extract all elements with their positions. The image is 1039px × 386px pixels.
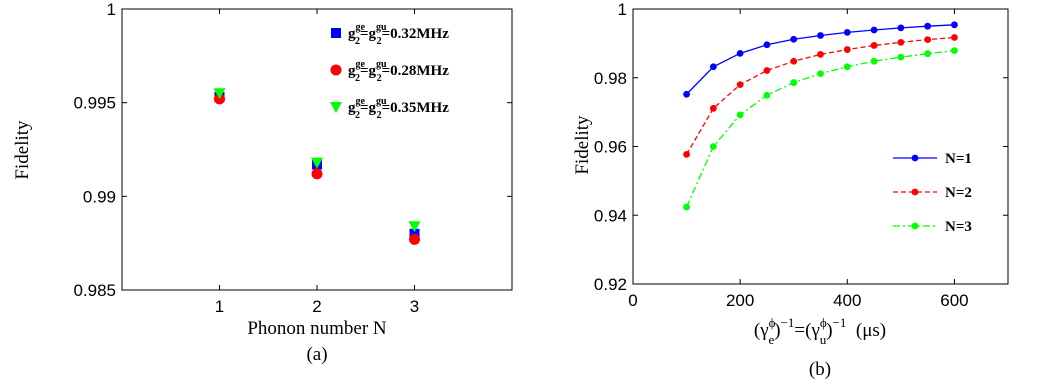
x-tick-label-a: 1 xyxy=(215,297,224,316)
data-point-b xyxy=(951,34,958,41)
data-point-b xyxy=(870,57,878,65)
data-point-b xyxy=(736,49,744,57)
data-point-b xyxy=(790,35,798,43)
x-tick-label-b: 400 xyxy=(833,291,861,310)
data-point-b xyxy=(709,104,717,112)
data-point-b xyxy=(951,47,958,54)
plot-frame-a xyxy=(121,8,513,291)
y-tick-label-a: 1 xyxy=(107,0,116,19)
x-tick-label-a: 3 xyxy=(410,297,419,316)
data-point-b xyxy=(683,203,690,211)
x-tick-label-b: 600 xyxy=(940,291,968,310)
caption-b: (b) xyxy=(809,359,831,380)
series-line-b xyxy=(686,36,955,155)
y-tick-label-b: 0.98 xyxy=(594,69,627,88)
data-point-a xyxy=(213,88,226,100)
legend-a: gge 2=ggu 2=0.32MHz gge 2=ggu 2=0.28MHz gge 2=g… xyxy=(330,22,449,121)
legend-label-b: N=3 xyxy=(945,219,972,235)
data-point-b xyxy=(897,24,905,32)
data-point-a xyxy=(409,228,420,239)
data-point-b xyxy=(817,50,824,58)
legend-label-a: gge 2=ggu 2=0.28MHz xyxy=(348,59,449,84)
data-point-b xyxy=(897,38,905,46)
data-point-b xyxy=(736,81,744,89)
data-point-b xyxy=(924,36,932,43)
data-point-b xyxy=(870,26,878,34)
data-point-b xyxy=(790,57,798,65)
legend-marker-a xyxy=(331,28,341,38)
legend-marker-b xyxy=(911,222,919,230)
data-point-a xyxy=(311,157,323,169)
data-point-b xyxy=(817,32,824,39)
y-axis-label-b: Fidelity xyxy=(572,115,593,175)
y-tick-label-b: 0.94 xyxy=(594,206,627,225)
y-tick-label-b: 1 xyxy=(618,0,627,19)
data-point-b xyxy=(924,50,932,58)
panel-b: 0 200 400 600 0.92 0.94 0.96 0.98 1 N=1 N=2 N=3 Fi… xyxy=(572,0,1009,380)
data-point-a xyxy=(409,233,420,245)
legend-label-b: N=1 xyxy=(945,151,972,167)
y-tick-label-b: 0.96 xyxy=(594,138,627,157)
y-axis-label-a: Fidelity xyxy=(12,120,33,180)
data-point-b xyxy=(763,41,771,49)
legend-marker-a xyxy=(330,64,342,76)
y-tick-label-b: 0.92 xyxy=(594,275,627,294)
data-point-b xyxy=(790,79,798,86)
legend-label-a: gge 2=ggu 2=0.32MHz xyxy=(348,22,449,47)
marks-a xyxy=(213,88,421,245)
marks-b xyxy=(683,21,958,211)
caption-a: (a) xyxy=(306,344,327,365)
data-point-b xyxy=(870,42,878,49)
data-point-b xyxy=(843,63,851,71)
data-point-a xyxy=(311,168,323,180)
data-point-b xyxy=(897,53,905,61)
axes-b: 0 200 400 600 0.92 0.94 0.96 0.98 1 xyxy=(594,0,1008,310)
data-point-b xyxy=(709,143,717,150)
axes-a: 1 2 3 0.985 0.99 0.995 1 xyxy=(73,0,512,316)
legend-label-b: N=2 xyxy=(945,185,972,201)
legend-marker-a xyxy=(330,102,342,113)
data-point-b xyxy=(763,91,771,99)
x-axis-label-b: (γϕ e)−1=(γϕ u)−1 (μs) xyxy=(754,315,886,347)
data-point-b xyxy=(736,111,744,119)
data-point-b xyxy=(924,22,932,30)
legend-label-a: gge 2=ggu 2=0.35MHz xyxy=(348,96,449,121)
legend-marker-b xyxy=(911,188,919,196)
x-tick-label-b: 200 xyxy=(726,291,754,310)
legend-marker-b xyxy=(911,154,919,162)
x-tick-label-b: 0 xyxy=(628,291,637,310)
data-point-b xyxy=(843,28,851,36)
y-tick-label-a: 0.995 xyxy=(73,94,116,113)
data-point-a xyxy=(408,221,421,233)
data-point-b xyxy=(763,67,771,74)
data-point-b xyxy=(709,63,717,71)
data-point-b xyxy=(951,21,958,29)
x-axis-label-a: Phonon number N xyxy=(247,318,387,339)
x-tick-label-a: 2 xyxy=(312,297,321,316)
data-point-b xyxy=(683,151,690,158)
data-point-b xyxy=(817,70,824,78)
data-point-b xyxy=(843,46,851,53)
data-point-b xyxy=(683,90,690,98)
y-tick-label-a: 0.985 xyxy=(73,281,116,300)
legend-b: N=1 N=2 N=3 xyxy=(893,151,972,235)
y-tick-label-a: 0.99 xyxy=(83,187,116,206)
